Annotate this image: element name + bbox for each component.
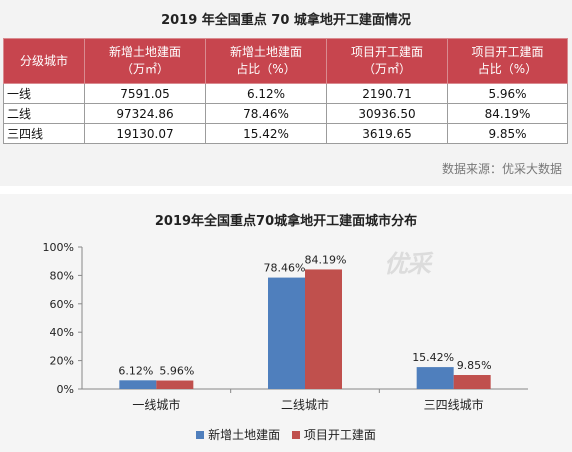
source-note: 数据来源：优采大数据 (441, 162, 562, 176)
data-label: 84.19% (305, 253, 347, 266)
data-table: 分级城市 新增土地建面 （万㎡） 新增土地建面 占比（%） 项目开工建面 （万㎡） 项… (3, 38, 568, 144)
x-tick-label: 三四线城市 (424, 397, 484, 412)
table-cell: 3619.65 (326, 123, 448, 144)
table-cell: 二线 (3, 103, 85, 124)
table-cell: 97324.86 (84, 103, 206, 124)
table-cell: 6.12% (205, 83, 327, 104)
table-header-row: 分级城市 新增土地建面 （万㎡） 新增土地建面 占比（%） 项目开工建面 （万㎡） 项… (3, 38, 568, 84)
bar (453, 375, 491, 389)
table-cell: 一线 (3, 83, 85, 104)
table-cell: 84.19% (447, 103, 568, 124)
bar (305, 269, 342, 389)
panel-divider (0, 186, 572, 194)
y-tick-label: 100% (43, 241, 74, 254)
table-cell: 15.42% (205, 123, 327, 144)
table-cell: 30936.50 (326, 103, 448, 124)
y-tick-label: 0% (57, 383, 74, 396)
legend-item-land: 新增土地建面 (196, 426, 280, 443)
legend-label-land: 新增土地建面 (208, 428, 281, 442)
column-header: 项目开工建面 占比（%） (447, 38, 568, 84)
x-tick-label: 二线城市 (281, 397, 329, 412)
table-panel: 2019 年全国重点 70 城拿地开工建面情况 分级城市 新增土地建面 （万㎡） … (0, 0, 572, 186)
data-label: 15.42% (412, 351, 454, 364)
y-tick-label: 40% (50, 326, 74, 339)
table-row: 二线 97324.86 78.46% 30936.50 84.19% (3, 103, 568, 124)
table-cell: 三四线 (3, 123, 85, 144)
watermark-logo: 优采 (384, 250, 431, 278)
column-header: 新增土地建面 占比（%） (205, 38, 327, 84)
legend-label-start: 项目开工建面 (303, 428, 376, 442)
column-header: 分级城市 (3, 38, 85, 84)
table-cell: 19130.07 (84, 123, 206, 144)
data-label: 78.46% (264, 262, 306, 275)
table-cell: 9.85% (447, 123, 568, 144)
data-label: 9.85% (457, 359, 492, 372)
chart-legend: 新增土地建面 项目开工建面 (0, 426, 572, 443)
table-cell: 78.46% (205, 103, 327, 124)
bar (416, 367, 454, 389)
column-header: 项目开工建面 （万㎡） (326, 38, 448, 84)
chart-panel: 2019年全国重点70城拿地开工建面城市分布 优采 0% 20% 40% 60% 80%… (0, 194, 572, 452)
bar (119, 380, 157, 389)
bar (156, 380, 194, 389)
table-cell: 2190.71 (326, 83, 448, 104)
table-row: 三四线 19130.07 15.42% 3619.65 9.85% (3, 123, 568, 144)
x-tick-label: 一线城市 (132, 397, 180, 412)
bar (268, 277, 305, 389)
y-tick-label: 80% (50, 269, 74, 282)
y-tick-label: 20% (50, 355, 74, 368)
column-header: 新增土地建面 （万㎡） (84, 38, 206, 84)
table-cell: 7591.05 (84, 83, 206, 104)
table-title: 2019 年全国重点 70 城拿地开工建面情况 (161, 13, 411, 28)
bar-chart: 0% 20% 40% 60% 80% 100% 6.12% 5.96% 一线城市 78.46%84… (43, 241, 528, 412)
data-label: 6.12% (118, 364, 153, 377)
chart-title: 2019年全国重点70城拿地开工建面城市分布 (154, 214, 418, 229)
data-label: 5.96% (159, 365, 194, 378)
table-row: 一线 7591.05 6.12% 2190.71 5.96% (3, 83, 568, 104)
legend-swatch-land (196, 431, 205, 439)
legend-swatch-start (291, 431, 300, 439)
y-tick-label: 60% (50, 298, 74, 311)
table-cell: 5.96% (447, 83, 568, 104)
legend-item-start: 项目开工建面 (291, 426, 376, 443)
